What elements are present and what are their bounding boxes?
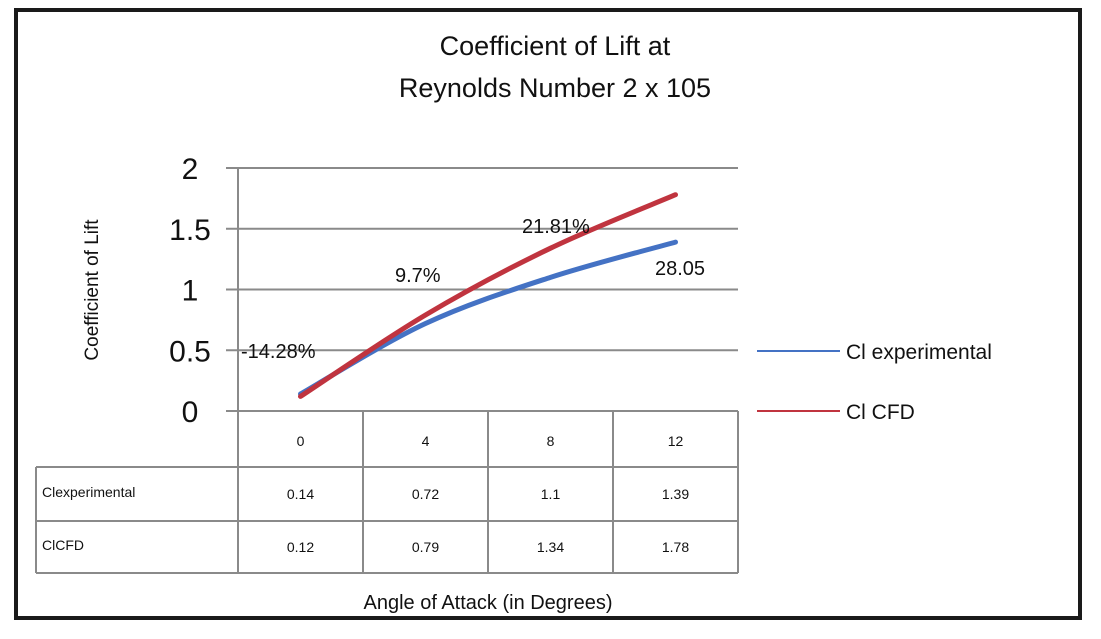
table-cell: 1.78 [662, 539, 689, 555]
y-tick-label: 1.5 [169, 214, 211, 247]
data-annotation: -14.28% [241, 341, 316, 363]
chart-title-line: Reynolds Number 2 x 105 [399, 73, 711, 103]
table-row-label: ClCFD [42, 537, 84, 553]
y-tick-label: 0 [182, 396, 199, 429]
table-cell: 0.14 [287, 486, 314, 502]
data-annotation: 9.7% [395, 265, 441, 287]
data-annotation: 21.81% [522, 216, 590, 238]
table-cell: 0.79 [412, 539, 439, 555]
x-category-label: 8 [547, 433, 555, 449]
table-cell: 1.1 [541, 486, 561, 502]
table-cell: 1.39 [662, 486, 689, 502]
y-tick-label: 0.5 [169, 335, 211, 368]
y-tick-label: 2 [182, 153, 199, 186]
table-cell: 0.72 [412, 486, 439, 502]
x-axis-label: Angle of Attack (in Degrees) [363, 592, 612, 614]
data-annotation: 28.05 [655, 258, 705, 280]
chart-title-line: Coefficient of Lift at [440, 31, 671, 61]
legend-label: Cl experimental [846, 341, 992, 364]
table-cell: 1.34 [537, 539, 564, 555]
series-line-experimental [298, 239, 678, 397]
legend-label: Cl CFD [846, 401, 915, 424]
table-row-label: Clexperimental [42, 484, 135, 500]
table-cell: 0.12 [287, 539, 314, 555]
y-axis-label: Coefficient of Lift [82, 219, 103, 361]
x-category-label: 0 [297, 433, 305, 449]
x-category-label: 12 [668, 433, 684, 449]
chart-frame [14, 8, 1082, 620]
y-tick-label: 1 [182, 275, 199, 308]
series-line-cfd [298, 192, 678, 399]
x-category-label: 4 [422, 433, 430, 449]
